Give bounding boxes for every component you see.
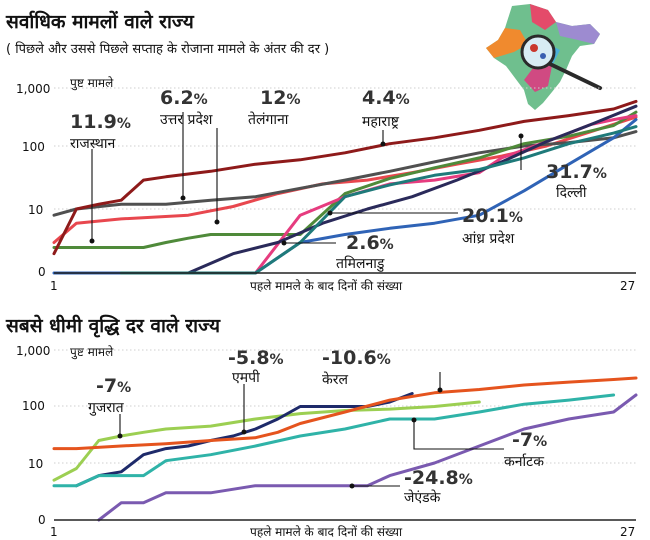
panel1-annotations: 11.9% राजस्थान 6.2% उत्तर प्रदेश 12% तेल… bbox=[70, 87, 607, 272]
panel2-x-tick: 1 bbox=[50, 525, 58, 539]
delhi-rate: 31.7% bbox=[546, 161, 607, 183]
panel1-x-tick: 27 bbox=[620, 279, 635, 293]
jk-label: जेएंडके bbox=[404, 489, 441, 506]
series-line-गुजरात bbox=[52, 400, 481, 482]
telangana-rate: 12% bbox=[260, 87, 300, 109]
series-line-उत्तर-प्रदेश bbox=[52, 130, 638, 217]
panel2-series bbox=[52, 376, 638, 522]
maharashtra-rate: 4.4% bbox=[362, 87, 410, 109]
leader-karnataka bbox=[413, 420, 504, 450]
panel1-x-tick: 1 bbox=[50, 279, 58, 293]
jk-rate: -24.8% bbox=[404, 467, 473, 489]
tamilnadu-label: तमिलनाडु bbox=[336, 255, 385, 272]
up-label: उत्तर प्रदेश bbox=[160, 111, 213, 128]
panel1-series bbox=[52, 99, 638, 275]
maharashtra-label: महाराष्ट्र bbox=[362, 114, 400, 130]
panel2-y-axis-label: पुष्ट मामले bbox=[70, 345, 114, 360]
andhra-rate: 20.1% bbox=[462, 205, 523, 227]
panel1-y-tick: 100 bbox=[22, 140, 45, 154]
panel2-y-tick: 1,000 bbox=[16, 344, 50, 358]
mp-label: एमपी bbox=[232, 369, 260, 386]
series-line-कर्नाटक bbox=[52, 393, 616, 488]
panel2-title: सबसे धीमी वृद्धि दर वाले राज्य bbox=[5, 314, 221, 338]
panel1-y-tick: 0 bbox=[38, 265, 46, 279]
india-map-illustration bbox=[486, 4, 602, 110]
panel1-y-tick: 10 bbox=[28, 203, 43, 217]
panel2-y-tick: 0 bbox=[38, 513, 46, 527]
panel1-subtitle: ( पिछले और उससे पिछले सप्ताह के रोजाना म… bbox=[6, 41, 329, 57]
karnataka-label: कर्नाटक bbox=[504, 453, 544, 470]
panel1-gridlines bbox=[54, 87, 636, 210]
tamilnadu-rate: 2.6% bbox=[346, 232, 394, 254]
series-line-राजस्थान bbox=[52, 115, 638, 244]
panel1-y-axis-label: पुष्ट मामले bbox=[70, 76, 114, 91]
gujarat-rate: -7% bbox=[96, 375, 131, 397]
up-rate: 6.2% bbox=[160, 87, 208, 109]
series-line-महाराष्ट्र bbox=[52, 99, 638, 256]
andhra-label: आंध्र प्रदेश bbox=[462, 230, 515, 247]
mp-rate: -5.8% bbox=[228, 347, 284, 369]
panel2-x-tick: 27 bbox=[620, 525, 635, 539]
panel2-y-tick: 10 bbox=[28, 457, 43, 471]
delhi-label: दिल्ली bbox=[556, 184, 587, 201]
karnataka-rate: -7% bbox=[512, 429, 547, 451]
kerala-rate: -10.6% bbox=[322, 347, 391, 369]
panel1-leader-lines bbox=[89, 112, 524, 246]
series-line-केरल bbox=[52, 376, 638, 451]
panel1-title: सर्वाधिक मामलों वाले राज्य bbox=[5, 10, 195, 33]
rajasthan-rate: 11.9% bbox=[70, 111, 131, 133]
rajasthan-label: राजस्थान bbox=[70, 136, 115, 152]
series-line-तमिलनाडु bbox=[164, 104, 638, 275]
telangana-label: तेलंगाना bbox=[248, 111, 289, 128]
series-line-तेलंगाना bbox=[52, 110, 638, 249]
panel2-leader-lines bbox=[117, 372, 504, 489]
panel1-y-ticks: 1,000 100 10 0 bbox=[16, 82, 50, 279]
panel2-y-tick: 100 bbox=[22, 399, 45, 413]
panel2-annotations: -7% गुजरात -5.8% एमपी -10.6% केरल -7% कर… bbox=[88, 347, 547, 506]
kerala-label: केरल bbox=[322, 371, 348, 388]
panel1-x-axis-label: पहले मामले के बाद दिनों की संख्या bbox=[250, 279, 403, 293]
gujarat-label: गुजरात bbox=[88, 400, 125, 416]
panel2-x-axis-label: पहले मामले के बाद दिनों की संख्या bbox=[250, 525, 403, 539]
panel2-y-ticks: 1,000 100 10 0 bbox=[16, 344, 50, 527]
panel1-y-tick: 1,000 bbox=[16, 82, 50, 96]
panel2-gridlines bbox=[54, 349, 636, 464]
